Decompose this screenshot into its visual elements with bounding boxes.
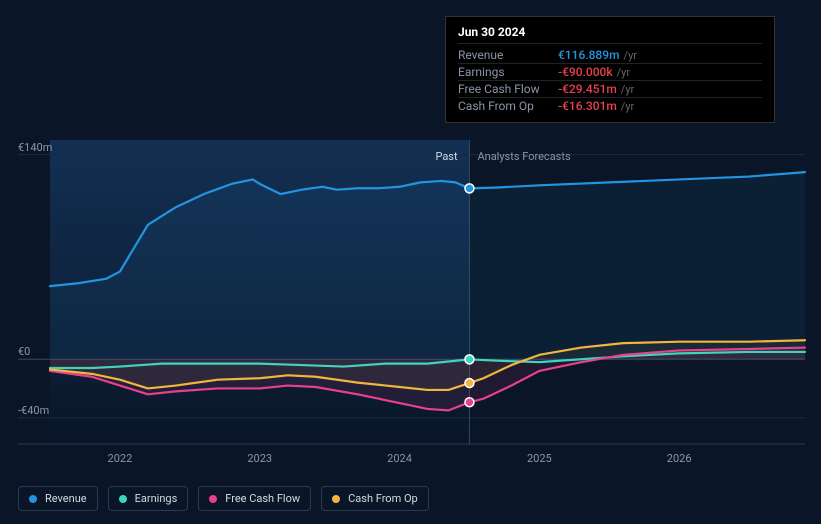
tooltip-metric-unit: /yr bbox=[621, 100, 634, 113]
tooltip-metric-unit: /yr bbox=[624, 49, 637, 62]
tooltip-metric-unit: /yr bbox=[621, 83, 634, 96]
tooltip-metric-label: Cash From Op bbox=[458, 99, 558, 113]
legend-label: Revenue bbox=[45, 492, 87, 505]
forecast-section-label: Analysts Forecasts bbox=[477, 150, 570, 163]
tooltip-row: Earnings-€90.000k/yr bbox=[458, 63, 762, 80]
tooltip-metric-value: -€29.451m bbox=[558, 82, 617, 96]
tooltip-row: Revenue€116.889m/yr bbox=[458, 43, 762, 63]
x-axis-tick-label: 2024 bbox=[387, 452, 412, 465]
legend-item-cfo[interactable]: Cash From Op bbox=[321, 486, 429, 511]
legend-label: Earnings bbox=[135, 492, 178, 505]
x-axis-tick-label: 2022 bbox=[108, 452, 133, 465]
tooltip-metric-label: Earnings bbox=[458, 65, 558, 79]
legend-item-fcf[interactable]: Free Cash Flow bbox=[198, 486, 311, 511]
tooltip-metric-value: -€90.000k bbox=[558, 65, 613, 79]
y-axis-tick-label: €140m bbox=[18, 141, 52, 154]
y-axis-tick-label: -€40m bbox=[18, 404, 49, 417]
legend-dot-icon bbox=[332, 495, 340, 503]
legend-dot-icon bbox=[119, 495, 127, 503]
tooltip-row: Cash From Op-€16.301m/yr bbox=[458, 97, 762, 114]
x-axis-tick-label: 2026 bbox=[667, 452, 692, 465]
legend-item-earnings[interactable]: Earnings bbox=[108, 486, 189, 511]
x-axis-tick-label: 2023 bbox=[247, 452, 272, 465]
legend-label: Free Cash Flow bbox=[225, 492, 300, 505]
tooltip-metric-unit: /yr bbox=[617, 66, 630, 79]
chart-tooltip: Jun 30 2024 Revenue€116.889m/yrEarnings-… bbox=[445, 16, 775, 123]
financials-chart: €140m €0 -€40m 2022 2023 2024 2025 2026 Past A… bbox=[0, 0, 821, 524]
past-section-label: Past bbox=[435, 150, 457, 163]
tooltip-row: Free Cash Flow-€29.451m/yr bbox=[458, 80, 762, 97]
legend-item-revenue[interactable]: Revenue bbox=[18, 486, 98, 511]
y-axis-tick-label: €0 bbox=[18, 345, 30, 358]
chart-legend: Revenue Earnings Free Cash Flow Cash From O… bbox=[18, 486, 429, 511]
legend-label: Cash From Op bbox=[348, 492, 418, 505]
tooltip-metric-label: Revenue bbox=[458, 48, 558, 62]
tooltip-metric-value: -€16.301m bbox=[558, 99, 617, 113]
legend-dot-icon bbox=[209, 495, 217, 503]
tooltip-date: Jun 30 2024 bbox=[458, 25, 762, 39]
x-axis-tick-label: 2025 bbox=[527, 452, 552, 465]
tooltip-metric-label: Free Cash Flow bbox=[458, 82, 558, 96]
legend-dot-icon bbox=[29, 495, 37, 503]
tooltip-metric-value: €116.889m bbox=[558, 48, 620, 62]
